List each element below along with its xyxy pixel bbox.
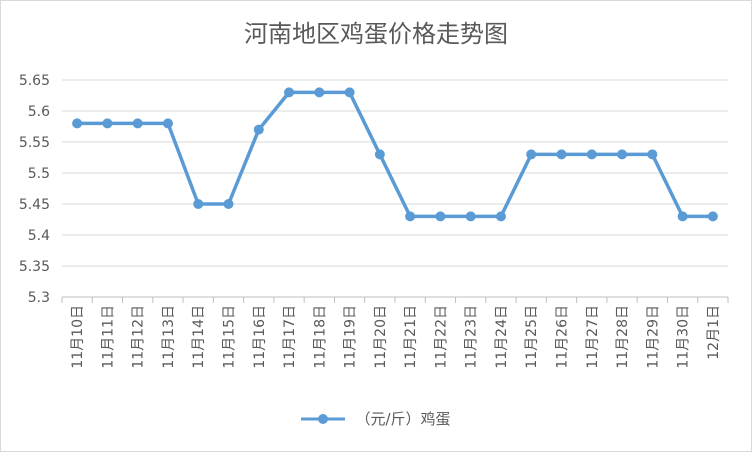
- data-point: [495, 211, 506, 222]
- data-point: [193, 199, 204, 209]
- y-tick-label: 5.45: [19, 197, 50, 213]
- data-point: [677, 211, 688, 222]
- x-tick-label: 11月18日: [312, 305, 328, 369]
- x-tick-label: 11月13日: [161, 305, 177, 369]
- x-tick-label: 11月19日: [343, 305, 359, 369]
- data-point: [72, 118, 83, 129]
- data-point: [707, 211, 718, 222]
- x-tick-label: 11月15日: [222, 305, 238, 369]
- x-tick-label: 11月20日: [373, 305, 389, 369]
- data-point: [314, 87, 325, 98]
- legend-label: （元/斤）鸡蛋: [355, 410, 451, 428]
- series-line: [77, 90, 713, 219]
- data-point: [253, 124, 264, 135]
- x-tick-label: 11月30日: [676, 305, 692, 369]
- x-tick-label: 11月23日: [464, 305, 480, 369]
- x-tick-label: 11月22日: [433, 305, 449, 369]
- data-point: [223, 199, 234, 209]
- x-tick-label: 11月12日: [131, 305, 147, 369]
- y-tick-label: 5.6: [28, 104, 50, 120]
- x-tick-label: 11月24日: [494, 305, 510, 369]
- x-tick-label: 11月10日: [70, 305, 86, 369]
- x-tick-label: 11月27日: [585, 305, 601, 369]
- series-layer: [72, 87, 718, 222]
- data-point: [374, 149, 385, 160]
- chart-title: 河南地区鸡蛋价格走势图: [244, 20, 508, 48]
- y-tick-label: 5.5: [28, 166, 50, 182]
- data-point: [556, 149, 567, 160]
- x-tick-label: 11月25日: [524, 305, 540, 369]
- x-tick-label: 11月17日: [282, 305, 298, 369]
- y-tick-label: 5.3: [28, 290, 50, 306]
- x-tick-label: 11月14日: [191, 305, 207, 369]
- data-point: [132, 118, 143, 129]
- x-tick-label: 11月26日: [555, 305, 571, 369]
- data-point: [284, 87, 295, 98]
- x-tick-label: 12月1日: [706, 305, 722, 360]
- legend: （元/斤）鸡蛋: [0, 408, 752, 429]
- data-point: [617, 149, 628, 160]
- data-point: [405, 211, 416, 222]
- y-tick-label: 5.65: [19, 73, 50, 89]
- x-tick-label: 11月21日: [403, 305, 419, 369]
- data-point: [162, 118, 173, 129]
- data-point: [102, 118, 113, 129]
- data-point: [647, 149, 658, 160]
- y-axis: 5.3 5.35 5.4 5.45 5.5 5.55 5.6 5.65: [19, 73, 50, 306]
- data-point: [344, 87, 355, 98]
- x-tick-label: 11月28日: [615, 305, 631, 369]
- x-axis: 11月10日 11月11日 11月12日 11月13日 11月14日 11月15日 11月1…: [61, 297, 729, 369]
- legend-marker-icon: [301, 413, 346, 424]
- data-point: [526, 149, 537, 160]
- grid-lines: [62, 79, 728, 298]
- data-point: [465, 211, 476, 222]
- y-tick-label: 5.35: [19, 259, 50, 275]
- data-point: [586, 149, 597, 160]
- x-tick-label: 11月16日: [252, 305, 268, 369]
- x-tick-label: 11月29日: [645, 305, 661, 369]
- data-point: [435, 211, 446, 222]
- y-tick-label: 5.55: [19, 135, 50, 151]
- x-tick-label: 11月11日: [100, 305, 116, 369]
- y-tick-label: 5.4: [28, 228, 50, 244]
